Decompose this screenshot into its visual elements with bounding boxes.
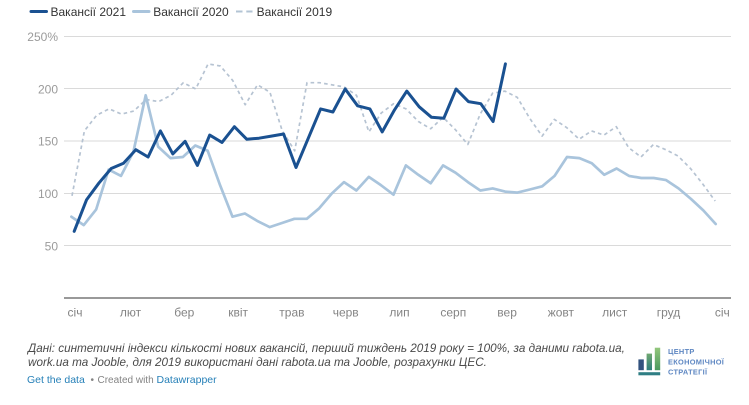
svg-text:жовт: жовт bbox=[548, 306, 575, 320]
svg-text:лист: лист bbox=[602, 306, 628, 320]
svg-text:Дані: синтетичні індекси кільк: Дані: синтетичні індекси кількості нових… bbox=[26, 342, 625, 355]
svg-text:Datawrapper: Datawrapper bbox=[157, 374, 218, 386]
svg-text:квіт: квіт bbox=[228, 306, 248, 320]
svg-text:Вакансії 2021: Вакансії 2021 bbox=[51, 5, 127, 19]
svg-text:50: 50 bbox=[45, 239, 59, 253]
svg-text:ЦЕНТР: ЦЕНТР bbox=[668, 347, 695, 356]
svg-text:100: 100 bbox=[38, 187, 58, 201]
svg-text:СТРАТЕГІЇ: СТРАТЕГІЇ bbox=[668, 368, 708, 377]
svg-text:250%: 250% bbox=[27, 30, 58, 44]
svg-text:вер: вер bbox=[497, 306, 517, 320]
svg-text:150: 150 bbox=[38, 135, 58, 149]
svg-text:трав: трав bbox=[279, 306, 304, 320]
svg-text:січ: січ bbox=[68, 306, 83, 320]
svg-text:груд: груд bbox=[657, 306, 681, 320]
svg-text:лип: лип bbox=[389, 306, 409, 320]
svg-text:Get the data: Get the data bbox=[27, 374, 85, 386]
svg-text:Вакансії 2019: Вакансії 2019 bbox=[257, 5, 333, 19]
svg-text:Created with: Created with bbox=[98, 375, 154, 386]
svg-text:ЕКОНОМІЧНОЇ: ЕКОНОМІЧНОЇ bbox=[668, 357, 725, 366]
svg-text:січ: січ bbox=[715, 306, 730, 320]
svg-text:черв: черв bbox=[333, 306, 359, 320]
svg-text:лют: лют bbox=[120, 306, 142, 320]
svg-text:200: 200 bbox=[38, 82, 58, 96]
svg-text:work.ua та Jooble, для 2019 ви: work.ua та Jooble, для 2019 використані … bbox=[28, 356, 487, 369]
svg-text:бер: бер bbox=[174, 306, 194, 320]
svg-text:Вакансії 2020: Вакансії 2020 bbox=[153, 5, 229, 19]
svg-text:серп: серп bbox=[440, 306, 466, 320]
svg-text:•: • bbox=[91, 375, 95, 386]
